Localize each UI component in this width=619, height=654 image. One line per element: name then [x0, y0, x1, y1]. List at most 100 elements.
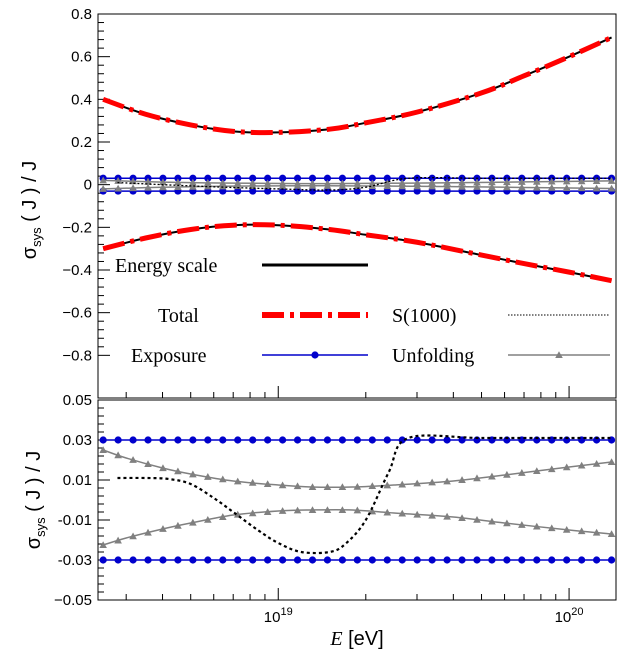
top-unfolding-marker — [547, 183, 556, 191]
bottom-axis-ticks — [98, 399, 570, 601]
bottom-unfolding-marker — [278, 507, 287, 514]
bottom-unfolding-marker — [159, 464, 167, 472]
bottom-unfolding-marker — [428, 478, 436, 486]
bottom-unfolding-marker — [577, 461, 586, 469]
bottom-exposure-marker — [533, 556, 541, 564]
bottom-unfolding-marker — [547, 465, 556, 473]
bottom-unfolding-marker — [488, 472, 496, 480]
top-exposure-marker — [338, 174, 347, 182]
bottom-unfolding-marker — [308, 483, 317, 490]
x-axis-title: E [eV] — [329, 628, 383, 650]
top-unfolding-marker — [99, 176, 107, 184]
bottom-unfolding-marker — [353, 506, 362, 514]
top-unfolding-marker — [458, 182, 466, 190]
top-unfolding-marker — [443, 178, 451, 186]
top-unfolding-marker — [577, 177, 586, 185]
top-exposure-marker — [189, 174, 197, 182]
bottom-unfolding-marker — [547, 524, 556, 532]
bottom-unfolding-marker — [99, 541, 107, 548]
bottom-unfolding-marker — [488, 517, 496, 525]
top-y-tick-label: 0.2 — [71, 134, 92, 151]
legend-label: Energy scale — [115, 255, 217, 277]
top-unfolding-marker — [323, 182, 332, 189]
top-exposure-marker — [503, 174, 511, 182]
bottom-unfolding-marker — [562, 463, 571, 471]
bottom-unfolding-marker — [129, 532, 137, 540]
top-y-tick-labels: −0.8 −0.6 −0.4 −0.2 0 0.2 0.4 0.6 0.8 — [62, 6, 92, 364]
top-unfolding-marker — [383, 182, 392, 190]
bottom-exposure-marker — [293, 556, 302, 564]
bottom-unfolding-marker — [189, 470, 197, 478]
top-unfolding-marker — [114, 177, 122, 184]
bottom-unfolding-marker — [278, 481, 287, 489]
top-unfolding-marker — [174, 178, 182, 186]
bottom-unfolding-marker — [562, 525, 571, 533]
top-y-tick-label: −0.6 — [62, 305, 92, 322]
top-exposure-marker — [383, 174, 391, 182]
bottom-exposure-marker — [503, 556, 511, 564]
bottom-unfolding-marker — [443, 477, 451, 485]
bottom-unfolding-marker — [533, 522, 541, 530]
top-unfolding-marker — [159, 183, 167, 191]
top-unfolding-marker — [592, 184, 601, 192]
top-unfolding-marker — [607, 184, 616, 192]
x-tick-label: 1019 — [264, 606, 293, 626]
top-exposure-marker — [308, 174, 317, 182]
top-y-tick-label: −0.8 — [62, 347, 92, 364]
bottom-x-tick-labels: 1019 1020 — [264, 606, 584, 626]
bottom-exposure-marker — [383, 556, 391, 564]
top-unfolding-marker — [218, 182, 227, 190]
top-unfolding-marker — [293, 181, 302, 189]
bottom-unfolding-marker — [338, 506, 347, 513]
legend-label: Unfolding — [392, 345, 474, 367]
top-total-line — [102, 35, 613, 136]
top-exposure-marker — [174, 174, 182, 182]
top-exposure-marker — [204, 174, 212, 182]
top-axis-ticks — [98, 13, 570, 398]
top-panel: −0.8 −0.6 −0.4 −0.2 0 0.2 0.4 0.6 0.8 σsys ( J )… — [19, 6, 617, 399]
bottom-exposure-marker — [578, 556, 586, 564]
bottom-unfolding-marker — [428, 511, 436, 519]
bottom-unfolding-marker — [338, 483, 347, 490]
top-exposure-marker — [249, 174, 257, 182]
bottom-exposure-marker — [159, 436, 167, 444]
bottom-exposure-marker — [398, 556, 406, 564]
legend-label: S(1000) — [392, 305, 456, 327]
bottom-unfolding-marker — [144, 460, 152, 468]
bottom-plot-frame — [97, 399, 617, 601]
top-exposure-marker — [383, 187, 391, 195]
bottom-y-tick-label: 0.03 — [63, 432, 92, 449]
top-unfolding-marker — [533, 183, 541, 191]
bottom-unfolding-marker — [607, 530, 616, 537]
top-unfolding-marker — [547, 177, 556, 185]
top-unfolding-marker — [204, 178, 212, 186]
bottom-unfolding-marker — [293, 482, 302, 490]
bottom-unfolding-marker — [263, 508, 272, 515]
top-y-tick-label: −0.4 — [62, 262, 92, 279]
bottom-exposure-marker — [563, 556, 571, 564]
bottom-unfolding-marker — [577, 527, 586, 535]
bottom-unfolding-marker — [473, 474, 481, 482]
bottom-exposure-marker — [443, 436, 451, 444]
bottom-unfolding-marker — [518, 521, 526, 528]
bottom-unfolding-marker — [592, 459, 601, 467]
bottom-unfolding-marker — [114, 536, 122, 544]
bottom-y-tick-label: −0.05 — [54, 592, 92, 609]
top-unfolding-marker — [562, 177, 571, 185]
top-total-line — [102, 222, 613, 284]
bottom-exposure-marker — [413, 556, 421, 564]
bottom-unfolding-marker — [518, 469, 526, 476]
top-unfolding-marker — [428, 182, 436, 190]
bottom-exposure-marker — [264, 556, 272, 564]
bottom-exposure-marker — [219, 436, 227, 444]
bottom-unfolding-marker — [368, 482, 377, 490]
bottom-exposure-marker — [353, 556, 361, 564]
bottom-unfolding-marker — [323, 506, 332, 513]
top-unfolding-marker — [488, 183, 496, 191]
top-exposure-marker — [398, 174, 406, 182]
top-exposure-marker — [219, 174, 227, 182]
bottom-unfolding-marker — [189, 518, 197, 526]
legend-marker — [555, 351, 563, 358]
top-exposure-marker — [443, 174, 451, 182]
top-energy-scale-line — [102, 36, 612, 134]
